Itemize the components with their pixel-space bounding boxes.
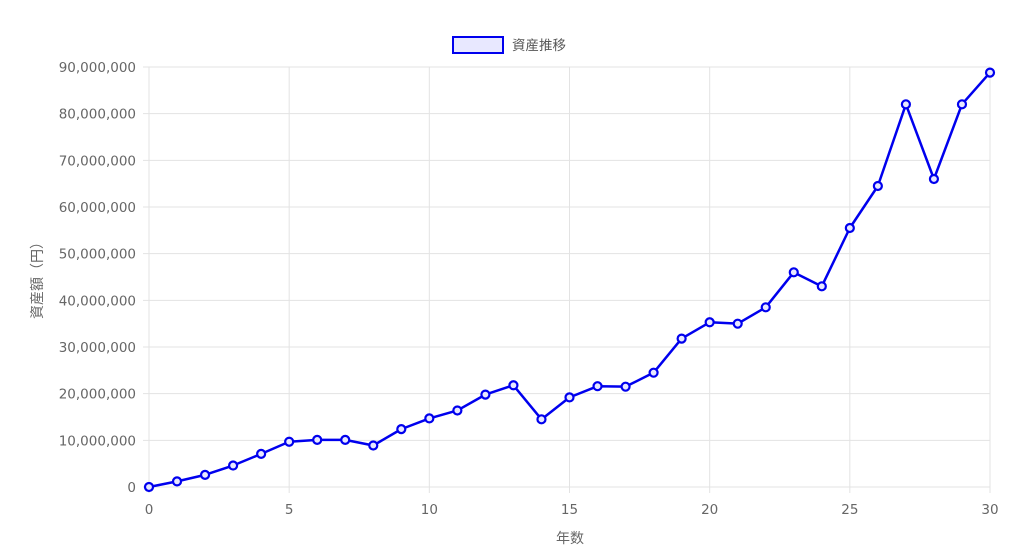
data-point[interactable] [620,381,631,392]
data-point[interactable] [732,318,743,329]
data-point[interactable] [424,413,435,424]
y-tick-label: 80,000,000 [59,107,136,123]
data-point[interactable] [984,67,996,78]
data-point[interactable] [143,481,155,493]
legend-swatch[interactable] [452,36,504,54]
data-point[interactable] [676,333,687,344]
data-point[interactable] [199,469,211,480]
y-tick-label: 10,000,000 [59,433,136,449]
x-tick-label: 30 [981,502,998,518]
data-point[interactable] [900,99,912,110]
data-point[interactable] [536,414,547,425]
data-point[interactable] [704,317,715,328]
data-point[interactable] [956,99,968,110]
data-point[interactable] [844,222,855,234]
data-point[interactable] [256,448,267,459]
data-point[interactable] [452,405,463,416]
data-point[interactable] [788,267,799,278]
y-tick-label: 70,000,000 [59,153,136,169]
y-tick-label: 90,000,000 [59,60,136,76]
data-point[interactable] [340,434,351,445]
y-axis-title: 資産額（円） [30,235,46,319]
y-tick-label: 40,000,000 [59,293,136,309]
x-axis-title: 年数 [556,531,584,547]
data-point[interactable] [872,180,883,192]
data-point[interactable] [508,380,519,391]
y-tick-label: 50,000,000 [59,247,136,263]
data-point[interactable] [284,436,295,447]
data-point[interactable] [648,367,659,378]
x-tick-label: 0 [145,502,154,518]
x-tick-label: 5 [285,502,294,518]
data-point[interactable] [564,392,575,403]
y-tick-label: 0 [127,480,136,496]
axes: 0 5 10 15 20 25 30 0 10,000,000 20,000,000 30,000,… [59,60,999,518]
data-point[interactable] [760,302,771,313]
data-point[interactable] [480,389,491,400]
grid-lines [143,66,991,493]
legend[interactable]: 資産推移 [452,36,566,54]
y-tick-label: 60,000,000 [59,200,136,216]
data-point[interactable] [592,381,603,392]
data-point[interactable] [171,476,183,487]
series-layer [143,67,996,493]
data-point[interactable] [928,173,940,185]
x-tick-label: 25 [841,502,858,518]
data-point[interactable] [368,440,379,451]
data-point[interactable] [228,460,239,471]
x-tick-label: 15 [561,502,578,518]
data-point[interactable] [396,424,407,435]
y-tick-label: 20,000,000 [59,387,136,403]
data-point[interactable] [816,281,827,292]
x-tick-label: 20 [701,502,718,518]
legend-label[interactable]: 資産推移 [512,38,566,54]
data-point[interactable] [312,434,323,445]
y-tick-label: 30,000,000 [59,340,136,356]
x-tick-label: 10 [421,502,438,518]
